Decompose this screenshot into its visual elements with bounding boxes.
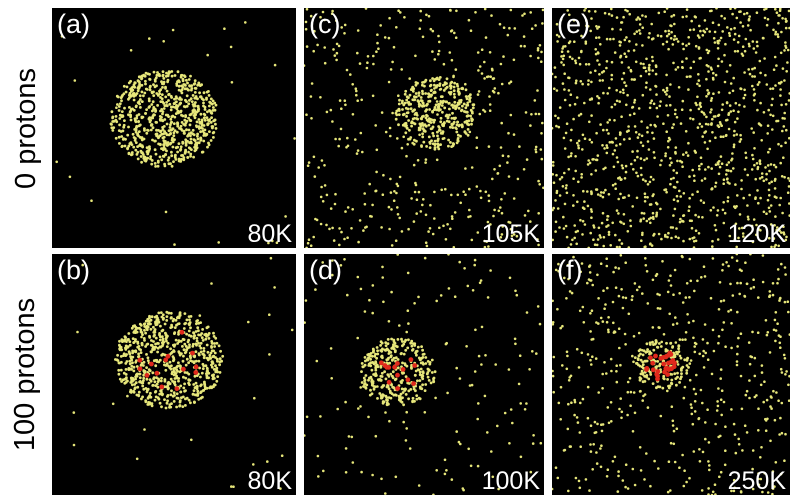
panel-label: (f) bbox=[557, 255, 583, 285]
temperature-label: 105K bbox=[481, 220, 540, 248]
simulation-panel-b: (b) 80K bbox=[52, 254, 296, 495]
simulation-panel-d: (d) 100K bbox=[304, 254, 544, 495]
panel-label: (e) bbox=[557, 9, 590, 39]
temperature-label: 250K bbox=[727, 467, 786, 495]
row-label-100-protons: 100 protons bbox=[0, 254, 52, 494]
panel-label: (b) bbox=[57, 255, 90, 285]
temperature-label: 100K bbox=[481, 467, 540, 495]
temperature-label: 80K bbox=[247, 220, 292, 248]
particle-plot bbox=[552, 8, 790, 248]
particle-plot bbox=[55, 21, 296, 246]
simulation-panel-e: (e) 120K bbox=[552, 8, 790, 248]
particle-plot bbox=[304, 8, 544, 248]
row-label-text: 0 protons bbox=[9, 67, 42, 189]
panel-label: (a) bbox=[57, 9, 90, 39]
particle-plot bbox=[304, 254, 543, 495]
particle-plot bbox=[72, 256, 294, 490]
panel-label: (d) bbox=[309, 255, 342, 285]
row-label-0-protons: 0 protons bbox=[0, 8, 52, 248]
temperature-label: 120K bbox=[727, 220, 786, 248]
panel-label: (c) bbox=[309, 9, 341, 39]
simulation-panel-f: (f) 250K bbox=[552, 254, 790, 495]
simulation-panel-a: (a) 80K bbox=[52, 8, 296, 248]
simulation-panel-c: (c) 105K bbox=[304, 8, 544, 248]
temperature-label: 80K bbox=[247, 467, 292, 495]
particle-plot bbox=[552, 254, 790, 495]
row-label-text: 100 protons bbox=[9, 297, 42, 451]
